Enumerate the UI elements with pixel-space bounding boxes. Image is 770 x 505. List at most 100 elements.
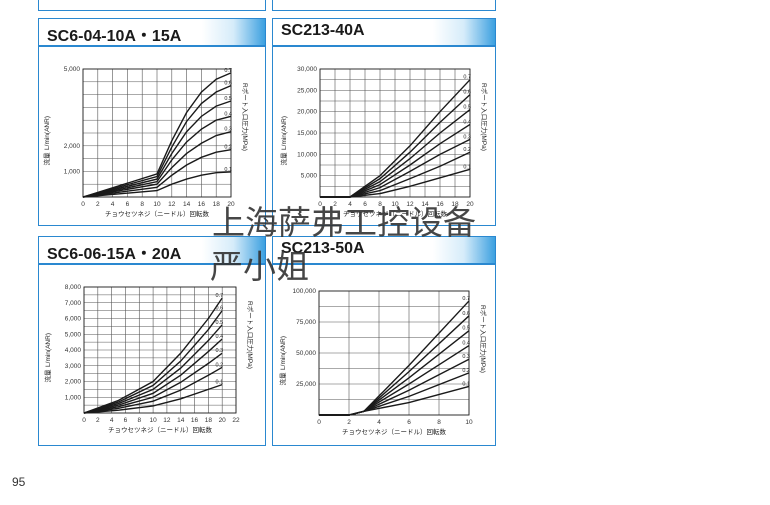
series-label: 0.1 — [216, 380, 224, 386]
watermark-line-1: 上海萨弗工控设备 — [212, 203, 476, 242]
y-tick-label: 50,000 — [296, 350, 316, 357]
x-tick-label: 22 — [232, 417, 240, 424]
series-line-0-4 — [82, 115, 232, 198]
series-label: 0.6 — [462, 311, 470, 317]
series-line-0-1 — [319, 168, 471, 198]
x-tick-label: 12 — [168, 201, 176, 208]
series-line-0-1 — [82, 171, 232, 198]
y-axis-main-label: 流量 — [42, 152, 51, 166]
x-tick-label: 16 — [191, 417, 199, 424]
plot-frame — [318, 290, 470, 416]
x-tick-label: 2 — [347, 419, 351, 426]
series-line-0-5 — [318, 330, 470, 416]
x-tick-label: 8 — [378, 201, 382, 208]
y-tick-label: 30,000 — [297, 66, 317, 73]
x-tick-label: 10 — [153, 201, 161, 208]
chart-header-sc213-50: SC213-50A — [272, 236, 496, 264]
plot-frame — [82, 68, 232, 198]
x-tick-label: 6 — [363, 201, 367, 208]
x-tick-label: 10 — [465, 419, 473, 426]
x-tick-label: 16 — [436, 201, 444, 208]
x-tick-label: 0 — [82, 417, 86, 424]
y-tick-label: 4,000 — [65, 347, 82, 354]
chart-panel-sc213-50: 0 2 4 6 8 10 25,000 50,000 75,000 100,000 チョウセツネジ（… — [272, 264, 496, 446]
y-tick-label: 5,000 — [301, 173, 318, 180]
y-axis-unit-label: L/min(ANR) — [45, 333, 52, 367]
x-tick-label: 14 — [183, 201, 191, 208]
chart-header-sc213-40: SC213-40A — [272, 18, 496, 46]
series-line-0-6 — [83, 310, 223, 414]
series-label: 0.2 — [224, 145, 232, 151]
series-label: 0.5 — [463, 105, 471, 111]
chart-title: SC213-50A — [281, 240, 365, 257]
right-pressure-label: Rポート入口圧力(MPa) — [246, 301, 255, 369]
x-tick-label: 20 — [227, 201, 235, 208]
x-tick-label: 18 — [213, 201, 221, 208]
series-line-0-1 — [83, 383, 223, 414]
x-tick-label: 2 — [96, 201, 100, 208]
x-tick-label: 12 — [406, 201, 414, 208]
x-tick-label: 8 — [437, 419, 441, 426]
y-tick-label: 5,000 — [64, 66, 81, 73]
series-label: 0.1 — [463, 164, 471, 170]
right-pressure-label: Rポート入口圧力(MPa) — [241, 83, 250, 151]
x-tick-label: 14 — [421, 201, 429, 208]
chart-sc213-40: 0 2 4 6 8 10 12 14 16 18 20 5,000 10,000 15,000 20,000… — [279, 66, 489, 218]
y-tick-label: 8,000 — [65, 284, 82, 291]
x-tick-label: 6 — [124, 417, 128, 424]
x-tick-label: 0 — [317, 419, 321, 426]
series-label: 0.6 — [216, 306, 224, 312]
y-axis-unit-label: L/min(ANR) — [280, 336, 287, 370]
chart-sc213-50: 0 2 4 6 8 10 25,000 50,000 75,000 100,000 チョウセツネジ（… — [278, 288, 488, 436]
series-line-0-1 — [318, 385, 470, 416]
series-label: 0.7 — [462, 296, 470, 302]
series-line-0-3 — [82, 131, 232, 198]
y-tick-label: 6,000 — [65, 316, 82, 323]
y-tick-label: 25,000 — [297, 87, 317, 94]
series-line-0-5 — [82, 100, 232, 198]
watermark-line-2: 严小姐 — [210, 247, 309, 286]
y-tick-label: 3,000 — [65, 363, 82, 370]
x-tick-label: 10 — [149, 417, 157, 424]
series-line-0-7 — [82, 72, 232, 198]
x-tick-label: 4 — [110, 417, 114, 424]
series-label: 0.2 — [216, 362, 224, 368]
y-tick-label: 1,000 — [65, 394, 82, 401]
y-tick-label: 75,000 — [296, 319, 316, 326]
right-pressure-label: Rポート入口圧力(MPa) — [479, 305, 488, 373]
y-axis-main-label: 流量 — [278, 372, 287, 386]
previous-panel-left-stub — [38, 0, 266, 11]
page-number: 95 — [12, 475, 26, 489]
x-tick-label: 18 — [205, 417, 213, 424]
series-line-0-6 — [82, 84, 232, 198]
series-line-0-6 — [318, 315, 470, 416]
series-label: 0.2 — [463, 147, 471, 153]
x-tick-label: 6 — [126, 201, 130, 208]
chart-header-sc6-06: SC6-06-15A・20A — [38, 236, 266, 264]
x-tick-label: 0 — [318, 201, 322, 208]
x-axis-label: チョウセツネジ（ニードル）回転数 — [108, 425, 213, 434]
x-tick-label: 4 — [377, 419, 381, 426]
y-axis-main-label: 流量 — [43, 369, 52, 383]
x-tick-label: 8 — [137, 417, 141, 424]
x-tick-label: 2 — [333, 201, 337, 208]
x-tick-label: 0 — [81, 201, 85, 208]
series-label: 0.3 — [224, 127, 232, 133]
series-label: 0.7 — [216, 293, 224, 299]
chart-sc6-04: 0 2 4 6 8 10 12 14 16 18 20 1,000 2,000 5,000 チョウセツネジ（… — [42, 66, 250, 218]
y-tick-label: 20,000 — [297, 109, 317, 116]
series-label: 0.5 — [224, 96, 232, 102]
x-tick-label: 4 — [111, 201, 115, 208]
chart-header-sc6-04: SC6-04-10A・15A — [38, 18, 266, 46]
previous-panel-right-stub — [272, 0, 496, 11]
chart-panel-sc6-06: 0 2 4 6 8 10 12 14 16 18 20 22 1,000 2,000 3,000 4,000 5… — [38, 264, 266, 446]
series-label: 0.6 — [224, 81, 232, 87]
chart-panel-sc213-40: 0 2 4 6 8 10 12 14 16 18 20 5,000 10,000 15,000 20,000… — [272, 46, 496, 226]
series-line-0-7 — [83, 297, 223, 414]
series-line-0-2 — [82, 148, 232, 198]
right-pressure-label: Rポート入口圧力(MPa) — [480, 83, 489, 151]
series-label: 0.6 — [463, 90, 471, 96]
x-tick-label: 2 — [96, 417, 100, 424]
chart-title: SC6-04-10A・15A — [47, 28, 182, 45]
series-label: 0.4 — [216, 334, 224, 340]
